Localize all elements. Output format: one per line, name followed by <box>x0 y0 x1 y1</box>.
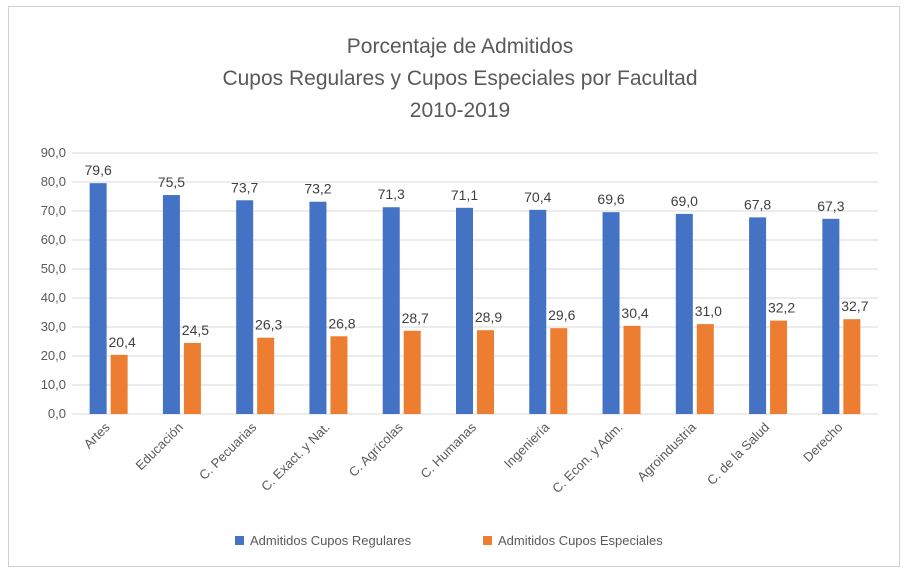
data-label: 67,8 <box>744 196 771 212</box>
bar-especiales <box>110 354 128 414</box>
x-tick-label: C. Pecuarias <box>196 419 260 483</box>
legend-label: Admitidos Cupos Regulares <box>250 533 412 548</box>
data-label: 28,9 <box>475 309 502 325</box>
data-label: 73,2 <box>304 181 331 197</box>
bar-especiales <box>770 320 788 414</box>
data-labels: 79,6 20,4 75,5 24,5 73,7 26,3 73,2 26,8 71,3 28,7… <box>85 162 869 350</box>
title-line-1: Porcentaje de Admitidos <box>347 35 573 58</box>
data-label: 28,7 <box>402 310 429 326</box>
bar-especiales <box>403 330 421 414</box>
data-label: 75,5 <box>158 174 185 190</box>
data-label: 69,6 <box>597 191 624 207</box>
x-tick-label: C. Econ. y Adm. <box>549 420 626 497</box>
legend-label: Admitidos Cupos Especiales <box>498 533 663 548</box>
legend-swatch <box>235 536 244 545</box>
bar-regulares <box>382 207 400 414</box>
x-tick-label: Agroindustria <box>634 419 699 484</box>
bar-regulares <box>236 200 254 414</box>
title-line-2: Cupos Regulares y Cupos Especiales por F… <box>222 67 697 90</box>
y-tick-label: 30,0 <box>41 319 66 334</box>
x-tick-label: Educación <box>132 420 186 474</box>
legend-swatch <box>483 536 492 545</box>
y-tick-label: 10,0 <box>41 377 66 392</box>
bar-regulares <box>456 207 473 414</box>
data-label: 79,6 <box>85 162 112 178</box>
x-tick-label: C. Exact. y Nat. <box>258 420 332 494</box>
bar-regulares <box>602 212 620 414</box>
y-tick-label: 70,0 <box>41 203 66 218</box>
bar-regulares <box>529 209 547 414</box>
bar-especiales <box>183 342 201 414</box>
bar-regulares <box>162 195 180 414</box>
legend: Admitidos Cupos Regulares Admitidos Cupos… <box>235 533 663 548</box>
data-label: 30,4 <box>621 305 648 321</box>
data-label: 26,3 <box>255 317 282 333</box>
bar-regulares <box>89 183 107 414</box>
bar-especiales <box>843 319 861 414</box>
bar-regulares <box>675 213 693 414</box>
y-tick-label: 80,0 <box>41 174 66 189</box>
y-tick-label: 60,0 <box>41 232 66 247</box>
data-label: 20,4 <box>109 334 136 350</box>
bar-especiales <box>330 336 348 414</box>
y-tick-label: 50,0 <box>41 261 66 276</box>
data-label: 71,3 <box>378 186 405 202</box>
data-label: 24,5 <box>182 322 209 338</box>
bar-regulares <box>822 218 840 414</box>
x-tick-label: Derecho <box>800 420 845 465</box>
y-tick-label: 90,0 <box>41 145 66 160</box>
bar-especiales <box>623 325 641 414</box>
chart-title: Porcentaje de Admitidos Cupos Regulares … <box>222 35 697 122</box>
y-axis-ticks: 0,0 10,0 20,0 30,0 40,0 50,0 60,0 70,0 80,0 90,0 <box>41 145 66 421</box>
bar-regulares <box>749 217 767 414</box>
bar-regulares <box>309 201 327 414</box>
x-tick-label: C. de la Salud <box>704 420 772 488</box>
data-label: 29,6 <box>548 307 575 323</box>
bar-especiales <box>477 330 494 414</box>
bar-especiales <box>550 328 568 414</box>
data-label: 70,4 <box>524 189 551 205</box>
data-label: 26,8 <box>328 315 355 331</box>
x-tick-label: C. Agrícolas <box>346 419 407 480</box>
x-tick-label: C. Humanas <box>417 419 479 481</box>
bar-especiales <box>696 324 714 414</box>
data-label: 32,7 <box>841 298 868 314</box>
gridlines <box>72 152 878 415</box>
y-tick-label: 0,0 <box>48 406 66 421</box>
data-label: 69,0 <box>671 193 698 209</box>
y-tick-label: 20,0 <box>41 348 66 363</box>
bar-especiales <box>257 337 275 414</box>
y-tick-label: 40,0 <box>41 290 66 305</box>
x-tick-label: Ingeniería <box>501 419 553 471</box>
title-line-3: 2010-2019 <box>410 99 510 122</box>
bars <box>89 183 861 414</box>
data-label: 73,7 <box>231 179 258 195</box>
data-label: 67,3 <box>817 198 844 214</box>
data-label: 32,2 <box>768 300 795 316</box>
data-label: 31,0 <box>695 303 722 319</box>
data-label: 71,1 <box>451 187 478 203</box>
x-tick-label: Artes <box>81 419 113 451</box>
